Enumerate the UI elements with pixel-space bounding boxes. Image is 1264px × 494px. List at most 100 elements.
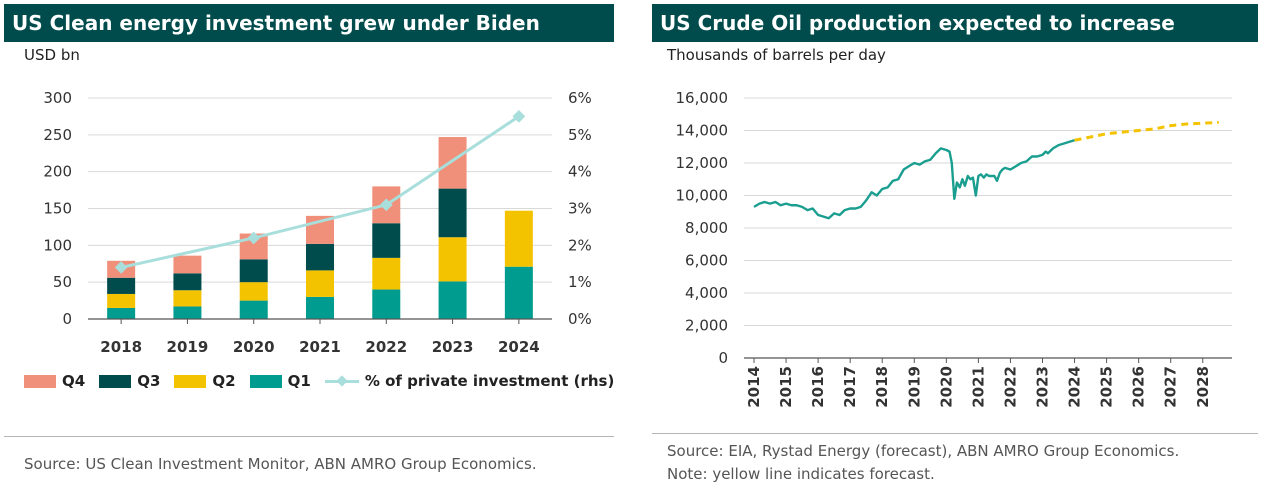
x-tick-label: 2025	[1098, 366, 1116, 408]
clean-energy-unit-label: USD bn	[24, 46, 80, 64]
y-tick-label: 0	[718, 349, 728, 367]
legend-item-q4: Q4	[24, 372, 85, 390]
x-tick-label: 2019	[167, 338, 209, 356]
pct-series-line	[120, 115, 520, 269]
q1-swatch	[249, 374, 282, 388]
legend-item-q3: Q3	[99, 372, 160, 390]
y2-tick-label: 4%	[568, 163, 592, 181]
x-tick-label: 2017	[841, 366, 859, 408]
bar-q4	[438, 137, 467, 189]
y-tick-label: 250	[43, 126, 72, 144]
bar-q3	[239, 259, 268, 283]
pct-marker	[379, 198, 393, 212]
bar-q2	[239, 282, 268, 301]
x-tick-label: 2022	[1001, 366, 1019, 408]
q3-swatch	[99, 374, 132, 388]
bar-q2	[504, 210, 533, 267]
pct-marker	[247, 231, 261, 245]
x-tick-label: 2027	[1162, 366, 1180, 408]
legend-label-pct: % of private investment (rhs)	[364, 372, 615, 390]
bar-q1	[504, 266, 533, 319]
y-tick-label: 6,000	[685, 252, 728, 270]
crude-oil-source-line2: Note: yellow line indicates forecast.	[667, 465, 935, 483]
bar-q1	[107, 307, 136, 319]
right-separator	[652, 433, 1258, 434]
bar-q3	[173, 273, 202, 291]
bar-q1	[438, 281, 467, 319]
x-tick-label: 2024	[498, 338, 540, 356]
x-tick-label: 2016	[809, 366, 827, 408]
left-separator	[4, 436, 614, 437]
x-tick-label: 2018	[873, 366, 891, 408]
q2-swatch	[174, 374, 207, 388]
bar-q1	[372, 289, 401, 319]
clean-energy-source: Source: US Clean Investment Monitor, ABN…	[24, 455, 537, 473]
y-tick-label: 4,000	[685, 284, 728, 302]
legend-label-q4: Q4	[62, 372, 86, 390]
y-tick-label: 8,000	[685, 219, 728, 237]
pct-line-swatch	[324, 374, 359, 388]
y-tick-label: 100	[43, 236, 72, 254]
pct-marker	[114, 261, 128, 274]
x-tick-label: 2014	[745, 366, 763, 408]
x-tick-label: 2021	[299, 338, 341, 356]
y-tick-label: 10,000	[676, 187, 729, 205]
bar-q2	[173, 290, 202, 307]
x-tick-label: 2015	[777, 366, 795, 408]
y-tick-label: 12,000	[676, 154, 729, 172]
legend-label-q1: Q1	[287, 372, 311, 390]
x-tick-label: 2018	[100, 338, 142, 356]
bar-q1	[239, 300, 268, 319]
bar-q2	[372, 257, 401, 290]
y2-tick-label: 6%	[568, 89, 592, 107]
legend-item-q1: Q1	[249, 372, 311, 390]
crude-production-line	[753, 139, 1075, 220]
crude-oil-unit-label: Thousands of barrels per day	[667, 46, 886, 64]
crude-oil-chart: 0 2,000 4,000 6,000 8,000 10,000 12,000 14,000 1…	[676, 89, 1232, 408]
bar-q1	[306, 296, 334, 319]
legend-item-q2: Q2	[174, 372, 236, 390]
y-tick-label: 50	[53, 273, 72, 291]
bar-q4	[173, 255, 202, 274]
y2-tick-label: 3%	[568, 200, 592, 218]
x-tick-label: 2026	[1130, 366, 1148, 408]
bar-q2	[438, 237, 467, 282]
bar-q3	[438, 188, 467, 238]
clean-energy-chart: 0 50 100 150 200 250 300 0% 1% 2% 3% 4% 5% 6% 2018 2019…	[43, 89, 592, 356]
bar-q3	[372, 223, 401, 258]
crude-oil-source-line1: Source: EIA, Rystad Energy (forecast), A…	[667, 442, 1180, 460]
y2-tick-label: 0%	[568, 310, 592, 328]
clean-energy-panel: US Clean energy investment grew under Bi…	[0, 0, 618, 494]
y-tick-label: 2,000	[685, 317, 728, 335]
y-tick-label: 0	[62, 310, 72, 328]
clean-energy-title: US Clean energy investment grew under Bi…	[4, 4, 614, 42]
y-tick-label: 300	[43, 89, 72, 107]
y-tick-label: 150	[43, 200, 72, 218]
y-tick-label: 16,000	[676, 89, 729, 107]
x-tick-label: 2022	[365, 338, 407, 356]
x-tick-label: 2023	[1033, 366, 1051, 408]
bar-q3	[306, 243, 334, 271]
bar-q2	[306, 270, 334, 297]
crude-forecast-line	[1074, 120, 1219, 142]
q4-swatch	[24, 374, 56, 388]
x-tick-label: 2019	[905, 366, 923, 408]
legend-label-q2: Q2	[212, 372, 236, 390]
clean-energy-legend: Q4 Q3 Q2 Q1 % of private investment (rhs…	[24, 372, 628, 390]
bar-q1	[173, 306, 202, 319]
y2-tick-label: 1%	[568, 273, 592, 291]
crude-oil-title: US Crude Oil production expected to incr…	[652, 4, 1258, 42]
y-tick-label: 14,000	[676, 122, 729, 140]
legend-item-pct: % of private investment (rhs)	[324, 372, 615, 390]
x-tick-label: 2020	[937, 366, 955, 408]
legend-label-q3: Q3	[137, 372, 161, 390]
x-tick-label: 2023	[432, 338, 474, 356]
bar-q2	[107, 293, 136, 308]
x-tick-label: 2021	[969, 366, 987, 408]
bar-q3	[107, 277, 136, 294]
y-tick-label: 200	[43, 163, 72, 181]
y2-tick-label: 5%	[568, 126, 592, 144]
x-tick-label: 2020	[233, 338, 275, 356]
crude-oil-panel: US Crude Oil production expected to incr…	[648, 0, 1264, 494]
y2-tick-label: 2%	[568, 236, 592, 254]
